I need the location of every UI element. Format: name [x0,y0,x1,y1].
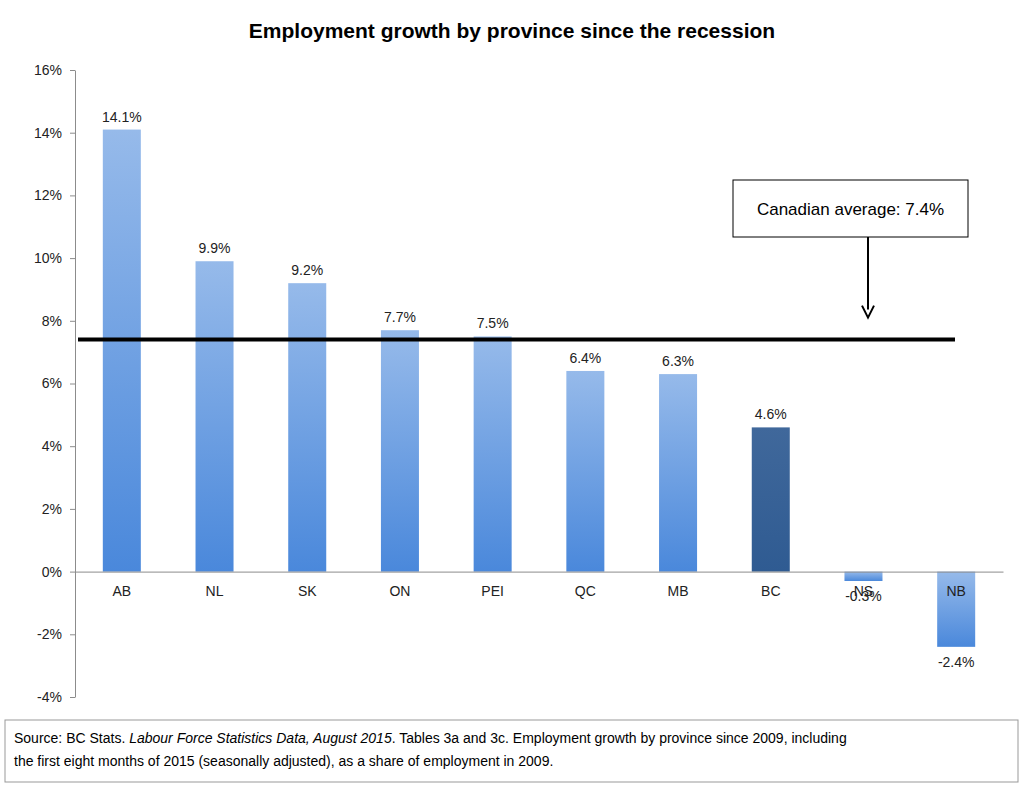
y-tick-label: 12% [34,187,62,203]
annotation-box [733,180,968,237]
bar [474,336,512,571]
x-tick-label: AB [112,583,131,599]
bar [937,572,975,647]
data-label: 6.3% [662,353,694,369]
y-axis-line [75,71,76,698]
x-tick: SK [298,583,317,599]
y-tick-mark [70,446,75,447]
annotation-label: Canadian average: 7.4% [757,200,944,219]
y-tick: 16% [34,62,75,78]
data-label: 6.4% [569,350,601,366]
y-tick-mark [70,697,75,698]
bar [196,261,234,571]
x-tick: PEI [481,583,504,599]
reference: Canadian average: 7.4% [78,180,968,340]
x-tick: ON [389,583,410,599]
x-tick-label: ON [389,583,410,599]
y-tick-mark [70,133,75,134]
data-label: 7.7% [384,309,416,325]
data-label: 7.5% [477,315,509,331]
source-text: Source: BC Stats. [14,730,129,746]
y-tick-label: 0% [42,564,62,580]
x-axis-line [76,572,1004,573]
average-line [78,338,955,342]
source-line: Source: BC Stats. Labour Force Statistic… [14,730,847,746]
x-tick-label: NB [946,583,965,599]
y-tick-label: 8% [42,313,62,329]
y-tick-label: 6% [42,375,62,391]
title: Employment growth by province since the … [249,19,775,42]
bar [566,371,604,572]
y-tick-mark [70,321,75,322]
x-tick: AB [112,583,131,599]
x-tick-label: NL [206,583,224,599]
y-tick-label: 2% [42,501,62,517]
x-tick: QC [575,583,596,599]
x-tick: NB [946,583,965,599]
x-tick-label: PEI [481,583,504,599]
data-label: 9.9% [199,240,231,256]
y-tick-mark [70,258,75,259]
y-tick: -2% [37,626,75,642]
y-tick-mark [70,384,75,385]
source-text: . Tables 3a and 3c. Employment growth by… [392,730,847,746]
source-line: the first eight months of 2015 (seasonal… [14,753,553,769]
x-tick-label: MB [668,583,689,599]
y-tick-mark [70,509,75,510]
x-tick: BC [761,583,780,599]
y-tick: 12% [34,187,75,203]
y-tick: 8% [42,313,75,329]
bar [844,572,882,581]
y-tick-mark [70,195,75,196]
y-tick-label: 4% [42,438,62,454]
source-box [5,720,1018,782]
y-tick-mark [70,70,75,71]
bar [381,330,419,571]
data-labels: 14.1% 9.9% 9.2% 7.7% 7.5% 6.4% 6.3% 4.6% -0.3% -2… [102,109,975,670]
data-label: -0.3% [845,588,882,604]
source: Source: BC Stats. Labour Force Statistic… [5,720,1018,782]
y-tick: 6% [42,375,75,391]
source-text: Labour Force Statistics Data, August 201… [129,730,392,746]
data-label: 9.2% [291,262,323,278]
x-tick: NL [206,583,224,599]
data-label: 4.6% [755,406,787,422]
bar [288,283,326,571]
bar [659,374,697,572]
y-tick-label: 16% [34,62,62,78]
bars [103,130,975,647]
y-tick-label: -2% [37,626,62,642]
y-tick: 0% [42,564,75,580]
y-axis: -4% -2% 0% 2% 4% 6% 8% 10% 12% 14% 16% [34,62,76,705]
y-tick-label: -4% [37,689,62,705]
annotation-arrowhead [862,306,874,318]
annotation-arrow [867,237,869,310]
y-tick-mark [70,572,75,573]
y-tick: -4% [37,689,75,705]
y-tick: 10% [34,250,75,266]
x-tick-label: BC [761,583,780,599]
data-label: -2.4% [938,654,975,670]
x-tick: MB [668,583,689,599]
y-tick: 4% [42,438,75,454]
source-text: the first eight months of 2015 (seasonal… [14,753,553,769]
y-tick-label: 14% [34,125,62,141]
bar [103,130,141,572]
bar [752,427,790,571]
data-label: 14.1% [102,109,142,125]
y-tick: 14% [34,125,75,141]
x-tick-label: QC [575,583,596,599]
chart: Employment growth by province since the … [0,0,1024,788]
y-tick-label: 10% [34,250,62,266]
y-tick-mark [70,634,75,635]
x-tick-label: SK [298,583,317,599]
y-tick: 2% [42,501,75,517]
